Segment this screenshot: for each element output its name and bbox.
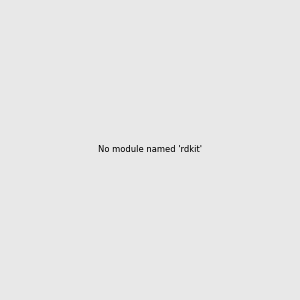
Text: No module named 'rdkit': No module named 'rdkit' (98, 146, 202, 154)
